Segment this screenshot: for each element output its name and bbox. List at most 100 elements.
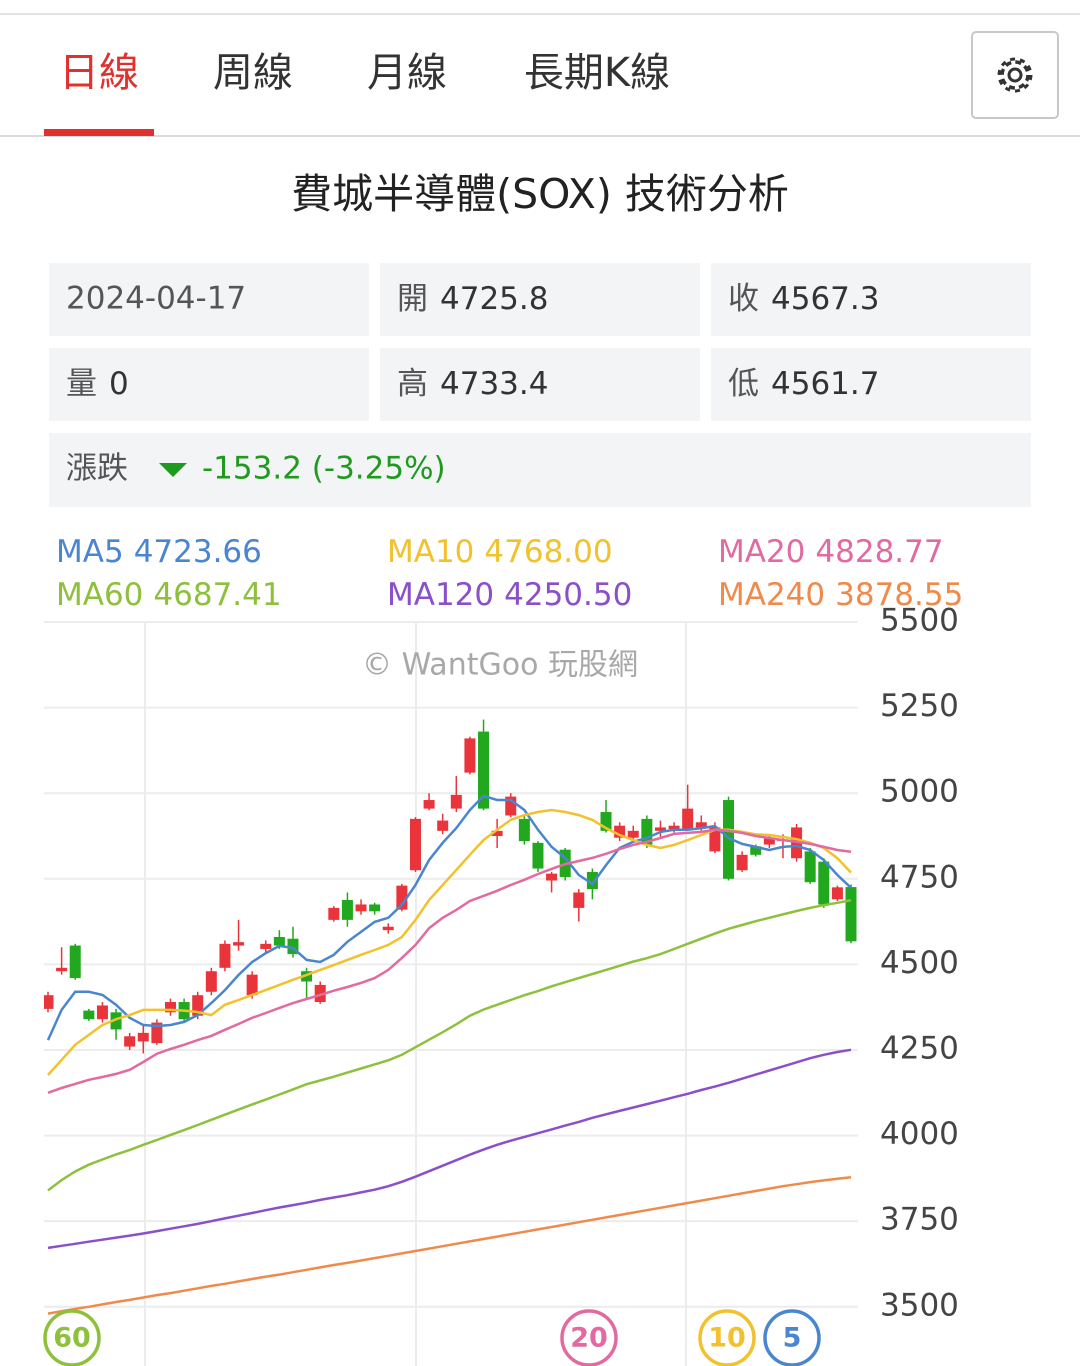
quote-cell	[711, 263, 1031, 336]
candle-body	[396, 885, 408, 910]
candle-body	[369, 904, 381, 912]
ma-badges: 60 20 10 5	[43, 1309, 821, 1366]
legend-value: 4723.66	[134, 534, 262, 570]
ma-legend: MA5 4723.66 MA10 4768.00 MA20 4828.77 MA60 4687…	[56, 534, 963, 613]
legend-name: MA120	[387, 577, 494, 613]
legend-entry: MA20 4828.77	[718, 534, 944, 570]
legend-name: MA10	[387, 534, 474, 570]
tab[interactable]: 周線	[213, 50, 293, 96]
candle-body	[600, 812, 612, 831]
candle-body	[695, 822, 707, 828]
candle-body	[341, 900, 353, 920]
ma-badge-label: 20	[570, 1323, 608, 1354]
ma-badge-label: 5	[783, 1323, 802, 1354]
candle-body	[233, 942, 245, 946]
candle-body	[437, 820, 449, 831]
y-tick-label: 5000	[880, 774, 959, 810]
ma-line	[47, 1048, 852, 1250]
legend-name: MA20	[718, 534, 805, 570]
quote-cell	[49, 348, 369, 421]
candle-body	[151, 1022, 163, 1044]
candle-body	[478, 731, 490, 809]
candle-body	[518, 818, 530, 842]
down-arrow	[159, 463, 187, 477]
legend-entry: MA5 4723.66	[56, 534, 262, 570]
time-grid	[144, 622, 687, 1366]
candle-body	[273, 936, 285, 946]
y-tick-label: 4750	[880, 859, 959, 895]
ma-line	[47, 898, 852, 1192]
y-tick-label: 4500	[880, 945, 959, 981]
candle-body	[709, 827, 721, 852]
ma-line	[46, 794, 852, 1041]
tab[interactable]: 月線	[367, 50, 447, 96]
candle-body	[287, 938, 299, 955]
quote-cell	[49, 263, 369, 336]
quote-date: 2024-04-17	[66, 281, 246, 317]
quote-high: 高 4733.4	[397, 366, 548, 402]
candle-body	[382, 926, 394, 931]
quote-change-label: 漲跌	[66, 451, 128, 487]
y-tick-label: 5500	[880, 603, 959, 639]
candle-body	[192, 995, 204, 1016]
legend-value: 4828.77	[815, 534, 943, 570]
legend-entry: MA10 4768.00	[387, 534, 613, 570]
quote-low: 低 4561.7	[728, 366, 879, 402]
candle-body	[723, 800, 735, 879]
tab[interactable]: 日線	[59, 50, 139, 96]
legend-name: MA240	[718, 577, 825, 613]
candle-body	[260, 943, 272, 949]
candle-body	[573, 892, 585, 908]
legend-name: MA5	[56, 534, 124, 570]
candle-body	[423, 800, 435, 809]
candle-body	[763, 837, 775, 845]
candle-body	[205, 971, 217, 992]
tab-bar: 日線 周線 月線 長期K線	[59, 50, 670, 96]
tab[interactable]: 長期K線	[524, 50, 670, 96]
candle-body	[301, 971, 313, 982]
candle-body	[682, 808, 694, 830]
ma-line	[47, 1175, 852, 1315]
ma-badge	[560, 1309, 618, 1366]
quote-close: 收 4567.3	[728, 281, 879, 317]
ma-badge-label: 60	[53, 1323, 91, 1354]
quote-change: -153.2 (-3.25%)	[202, 451, 446, 487]
candle-body	[355, 904, 367, 912]
legend-name: MA60	[56, 577, 143, 613]
y-tick-label: 3500	[880, 1287, 959, 1323]
plot	[44, 719, 857, 1315]
candle-body	[314, 984, 326, 1003]
page-title: 費城半導體(SOX) 技術分析	[291, 170, 789, 218]
candle-body	[654, 827, 666, 831]
candle-body	[83, 1010, 95, 1020]
quote-cell	[49, 433, 1031, 507]
legend-entry: MA60 4687.41	[56, 577, 282, 613]
candle-body	[736, 854, 748, 871]
candle-body	[532, 842, 544, 869]
candle-body	[831, 887, 843, 900]
settings-button[interactable]	[971, 31, 1059, 119]
candle-body	[586, 871, 598, 890]
candle-body	[668, 825, 680, 830]
y-axis: 3500 3750 4000 4250 4500 4750 5000 5250 5500	[880, 603, 959, 1324]
candle-body	[44, 995, 54, 1009]
legend-value: 4250.50	[504, 577, 632, 613]
candle-body	[219, 943, 231, 968]
candle-body	[464, 738, 476, 773]
quote-open: 開 4725.8	[397, 281, 548, 317]
legend-entry: MA120 4250.50	[387, 577, 632, 613]
watermark: © WantGoo 玩股網	[362, 648, 638, 683]
quote-cell	[380, 263, 700, 336]
candle-body	[505, 796, 517, 816]
candle-body	[110, 1012, 122, 1030]
grid	[44, 621, 858, 1308]
candle-body	[246, 974, 258, 996]
candle-body	[164, 1002, 176, 1013]
candle-body	[546, 873, 558, 881]
candle-body	[124, 1036, 136, 1047]
candle-body	[750, 846, 762, 855]
candle-body	[641, 818, 653, 845]
candle-body	[818, 861, 830, 905]
